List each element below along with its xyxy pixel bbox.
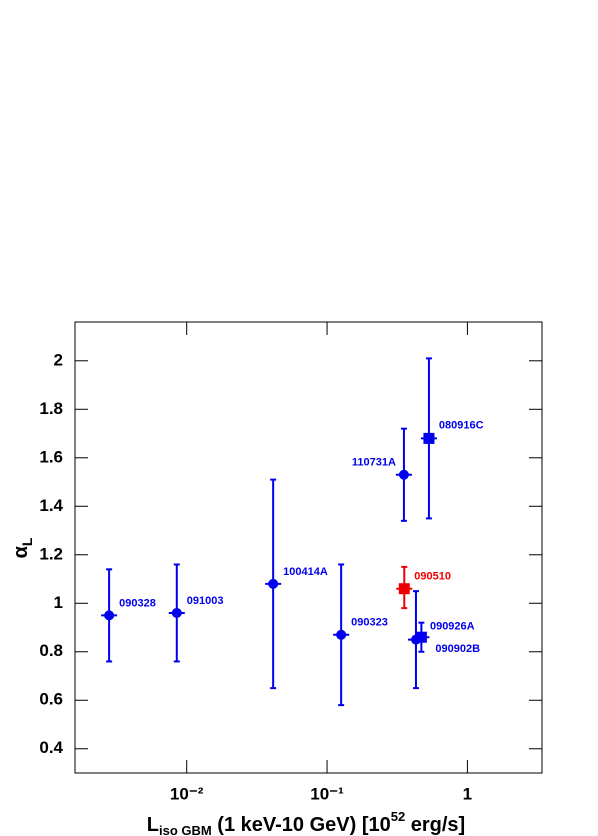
plot-frame — [74, 321, 543, 774]
y-tick-label: 1.8 — [39, 399, 63, 418]
y-tick-label: 1.6 — [39, 447, 63, 466]
y-title-part: α — [10, 545, 32, 558]
x-tick-label: 10⁻¹ — [310, 784, 344, 803]
x-tick-label: 10⁻² — [170, 784, 204, 803]
marker — [171, 607, 182, 618]
y-axis-title: αL — [10, 537, 34, 558]
y-tick-label: 0.6 — [39, 690, 63, 709]
x-tick-label: 1 — [463, 784, 472, 803]
x-title-part: L — [147, 814, 159, 836]
point-label: 090926A — [430, 621, 475, 633]
x-title-sup: 52 — [391, 809, 405, 824]
marker — [398, 469, 409, 480]
y-title-sub: L — [19, 537, 35, 546]
marker — [423, 432, 435, 444]
point-label: 091003 — [187, 595, 224, 607]
x-axis-title: Liso GBM (1 keV-10 GeV) [1052 erg/s] — [147, 809, 465, 836]
marker — [104, 610, 115, 621]
point-label: 100414A — [283, 566, 328, 578]
x-title-part: erg/s] — [405, 814, 465, 836]
y-tick-label: 0.4 — [39, 738, 63, 757]
y-tick-label: 1.2 — [39, 544, 63, 563]
point-label: 090510 — [414, 571, 451, 583]
marker — [415, 631, 427, 643]
x-title-part: (1 keV-10 GeV) [10 — [212, 814, 391, 836]
y-tick-label: 1 — [54, 593, 63, 612]
marker — [398, 583, 410, 595]
y-tick-label: 0.8 — [39, 641, 63, 660]
point-label: 090902B — [435, 643, 480, 655]
marker — [336, 629, 347, 640]
point-label: 090328 — [119, 597, 156, 609]
y-tick-label: 1.4 — [39, 496, 63, 515]
x-title-sub: iso GBM — [159, 823, 212, 836]
point-label: 080916C — [439, 419, 484, 431]
y-tick-label: 2 — [54, 350, 63, 369]
point-label: 090323 — [351, 617, 388, 629]
point-label: 110731A — [352, 457, 396, 469]
marker — [268, 578, 279, 589]
